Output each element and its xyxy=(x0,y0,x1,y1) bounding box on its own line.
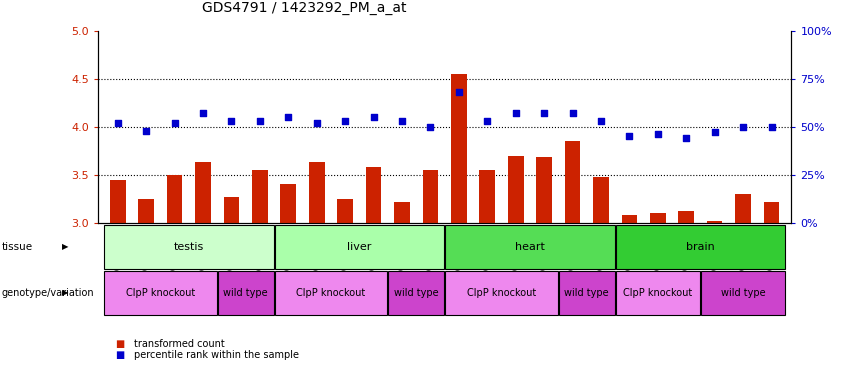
Text: wild type: wild type xyxy=(564,288,609,298)
Text: wild type: wild type xyxy=(223,288,268,298)
Bar xyxy=(735,194,751,223)
Point xyxy=(566,110,580,116)
Point xyxy=(140,127,153,134)
Text: ClpP knockout: ClpP knockout xyxy=(296,288,366,298)
Point xyxy=(452,89,465,95)
Point xyxy=(197,110,210,116)
Bar xyxy=(394,202,410,223)
Bar xyxy=(621,215,637,223)
Point xyxy=(651,131,665,137)
Point xyxy=(225,118,238,124)
Text: ■: ■ xyxy=(115,339,124,349)
Point xyxy=(623,133,637,139)
Text: ClpP knockout: ClpP knockout xyxy=(126,288,195,298)
Bar xyxy=(252,170,268,223)
Point xyxy=(253,118,266,124)
Point xyxy=(168,120,181,126)
Text: transformed count: transformed count xyxy=(134,339,225,349)
Bar xyxy=(337,199,353,223)
Text: percentile rank within the sample: percentile rank within the sample xyxy=(134,350,299,360)
Text: ■: ■ xyxy=(115,350,124,360)
Bar xyxy=(224,197,239,223)
Text: ▶: ▶ xyxy=(62,288,69,297)
Text: testis: testis xyxy=(174,242,204,252)
Text: ▶: ▶ xyxy=(62,242,69,251)
Bar xyxy=(678,211,694,223)
Point xyxy=(111,120,124,126)
Point xyxy=(481,118,494,124)
Point xyxy=(367,114,380,120)
Bar xyxy=(366,167,381,223)
Point xyxy=(310,120,323,126)
Text: ClpP knockout: ClpP knockout xyxy=(623,288,693,298)
Point xyxy=(765,124,779,130)
Bar xyxy=(110,180,126,223)
Bar xyxy=(139,199,154,223)
Point xyxy=(509,110,523,116)
Text: heart: heart xyxy=(515,242,545,252)
Point xyxy=(594,118,608,124)
Bar xyxy=(479,170,495,223)
Point xyxy=(424,124,437,130)
Bar xyxy=(565,141,580,223)
Bar xyxy=(423,170,438,223)
Bar xyxy=(763,202,780,223)
Point xyxy=(282,114,295,120)
Bar xyxy=(309,162,324,223)
Text: genotype/variation: genotype/variation xyxy=(2,288,94,298)
Text: brain: brain xyxy=(686,242,715,252)
Text: liver: liver xyxy=(347,242,372,252)
Bar xyxy=(167,175,182,223)
Bar xyxy=(650,213,665,223)
Point xyxy=(679,135,693,141)
Bar xyxy=(593,177,608,223)
Bar xyxy=(451,74,466,223)
Text: wild type: wild type xyxy=(394,288,438,298)
Point xyxy=(708,129,722,136)
Bar xyxy=(508,156,523,223)
Text: wild type: wild type xyxy=(721,288,765,298)
Bar xyxy=(707,221,722,223)
Point xyxy=(537,110,551,116)
Bar xyxy=(195,162,211,223)
Text: GDS4791 / 1423292_PM_a_at: GDS4791 / 1423292_PM_a_at xyxy=(202,2,407,15)
Point xyxy=(395,118,408,124)
Bar xyxy=(281,184,296,223)
Text: ClpP knockout: ClpP knockout xyxy=(467,288,536,298)
Bar xyxy=(536,157,552,223)
Text: tissue: tissue xyxy=(2,242,33,252)
Point xyxy=(339,118,352,124)
Point xyxy=(736,124,750,130)
